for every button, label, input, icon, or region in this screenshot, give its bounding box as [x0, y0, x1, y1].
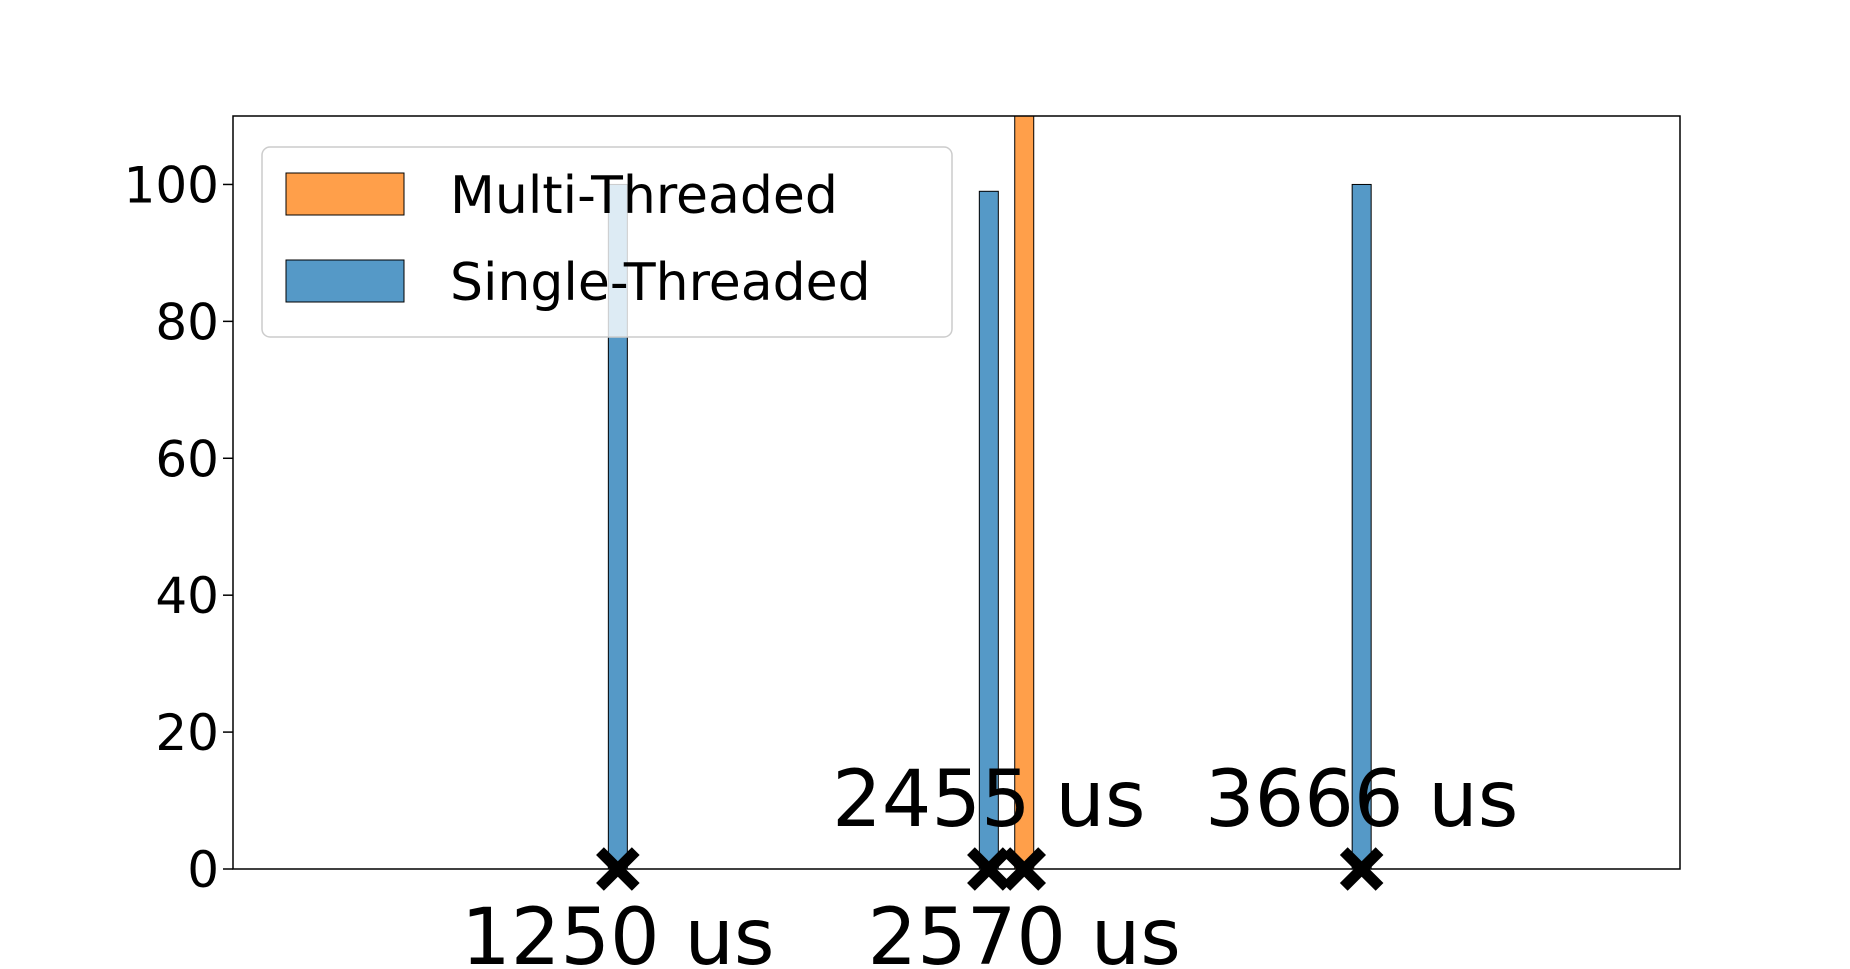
legend: Multi-Threaded Single-Threaded — [261, 146, 953, 338]
legend-label-multi-threaded: Multi-Threaded — [450, 166, 838, 226]
legend-frame — [261, 146, 953, 338]
annotation-label: 3666 us — [1205, 755, 1518, 845]
x-marker — [596, 847, 640, 891]
x-marker — [1002, 847, 1047, 891]
y-tick-label: 40 — [155, 567, 219, 625]
y-axis: 0 20 40 60 80 100 — [124, 156, 233, 899]
legend-swatch-single-threaded — [285, 259, 405, 303]
markers — [596, 847, 1384, 891]
bars — [607, 115, 1372, 870]
y-tick-label: 0 — [187, 841, 219, 899]
annotation-label: 2455 us — [832, 755, 1145, 845]
x-marker — [1339, 847, 1384, 891]
plot-frame — [232, 115, 1681, 870]
y-tick-label: 20 — [155, 704, 219, 762]
y-tick-label: 60 — [155, 430, 219, 488]
annotation-label: 1250 us — [461, 893, 774, 969]
legend-swatch-multi-threaded — [285, 172, 405, 216]
y-tick-label: 80 — [155, 293, 219, 351]
annotations: 1250 us 2455 us 2570 us 3666 us — [461, 755, 1518, 969]
annotation-label: 2570 us — [868, 893, 1181, 969]
legend-label-single-threaded: Single-Threaded — [450, 253, 871, 313]
x-marker — [967, 847, 1011, 891]
y-tick-label: 100 — [124, 156, 219, 214]
